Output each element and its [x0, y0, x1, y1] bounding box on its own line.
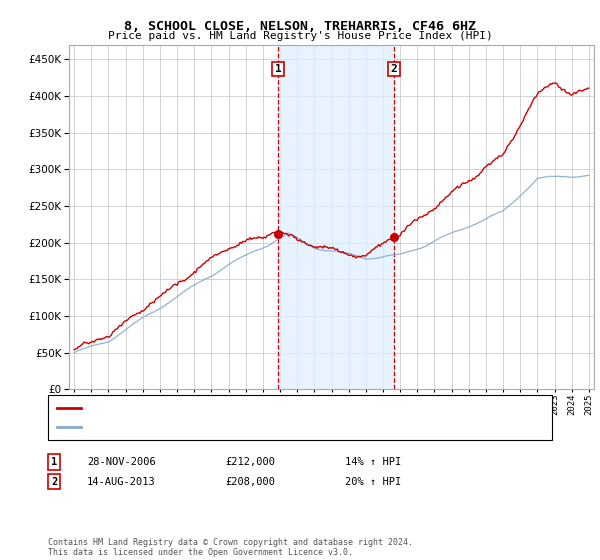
Text: 20% ↑ HPI: 20% ↑ HPI	[345, 477, 401, 487]
Text: 14% ↑ HPI: 14% ↑ HPI	[345, 457, 401, 467]
FancyBboxPatch shape	[388, 62, 400, 76]
Text: £212,000: £212,000	[225, 457, 275, 467]
Text: £208,000: £208,000	[225, 477, 275, 487]
Text: 2: 2	[51, 477, 57, 487]
Text: 8, SCHOOL CLOSE, NELSON, TREHARRIS, CF46 6HZ (detached house): 8, SCHOOL CLOSE, NELSON, TREHARRIS, CF46…	[87, 403, 445, 413]
Text: 1: 1	[275, 64, 282, 74]
Text: 14-AUG-2013: 14-AUG-2013	[87, 477, 156, 487]
Text: 1: 1	[51, 457, 57, 467]
Text: 2: 2	[390, 64, 397, 74]
Text: Price paid vs. HM Land Registry's House Price Index (HPI): Price paid vs. HM Land Registry's House …	[107, 31, 493, 41]
Text: 8, SCHOOL CLOSE, NELSON, TREHARRIS, CF46 6HZ: 8, SCHOOL CLOSE, NELSON, TREHARRIS, CF46…	[124, 20, 476, 32]
Text: Contains HM Land Registry data © Crown copyright and database right 2024.
This d: Contains HM Land Registry data © Crown c…	[48, 538, 413, 557]
Bar	[278, 45, 394, 389]
FancyBboxPatch shape	[272, 62, 284, 76]
Text: HPI: Average price, detached house, Caerphilly: HPI: Average price, detached house, Caer…	[87, 422, 357, 432]
Text: 28-NOV-2006: 28-NOV-2006	[87, 457, 156, 467]
